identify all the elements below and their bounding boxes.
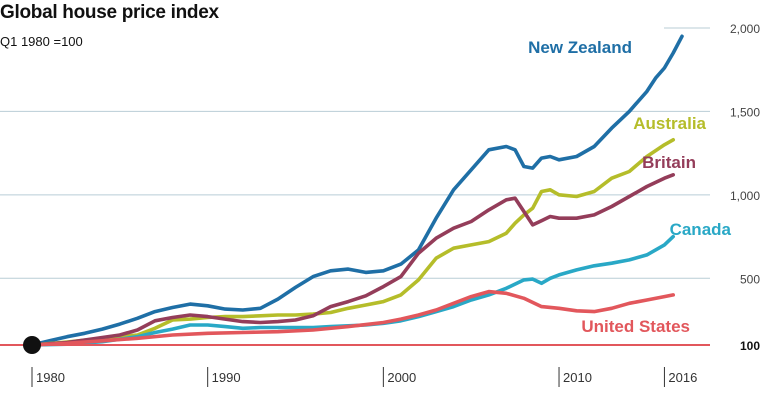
chart-title: Global house price index (0, 2, 219, 23)
x-tick-label: 2000 (387, 370, 416, 385)
series-label-britain: Britain (642, 153, 696, 172)
x-tick-label: 1980 (36, 370, 65, 385)
series-label-united-states: United States (581, 317, 690, 336)
series-label-australia: Australia (633, 114, 706, 133)
chart-subtitle: Q1 1980 =100 (0, 34, 83, 49)
y-tick-label: 1,000 (730, 189, 760, 203)
y-tick-label: 2,000 (730, 22, 760, 36)
y-tick-label: 500 (740, 272, 760, 286)
x-tick-label: 1990 (212, 370, 241, 385)
series-line-britain (30, 173, 675, 347)
series-line-australia (30, 138, 675, 347)
series-line-united-states (30, 289, 675, 347)
series-line-canada (30, 234, 675, 347)
axes: 2,000 1,500 1,000 500 100 1980 1990 2000 2010 201… (0, 22, 760, 387)
y-tick-label: 1,500 (730, 105, 760, 119)
grid-lines (0, 27, 710, 279)
y-tick-label: 100 (740, 339, 760, 353)
x-tick-label: 2016 (668, 370, 697, 385)
x-tick-label: 2010 (563, 370, 592, 385)
series-labels: New Zealand Australia Britain Canada United … (528, 38, 731, 336)
series-line-new-zealand (30, 34, 684, 347)
series-lines (30, 34, 684, 347)
series-label-canada: Canada (670, 220, 732, 239)
series-label-new-zealand: New Zealand (528, 38, 632, 57)
start-marker (23, 336, 41, 354)
